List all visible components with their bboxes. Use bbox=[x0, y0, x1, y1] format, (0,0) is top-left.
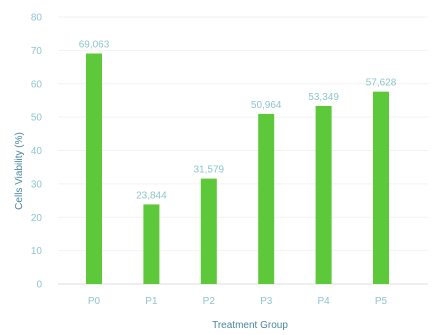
x-axis-title: Treatment Group bbox=[212, 320, 288, 331]
x-tick-label-p0: P0 bbox=[88, 296, 101, 307]
data-label-p2: 31,579 bbox=[194, 165, 225, 176]
bar-p1 bbox=[143, 204, 160, 284]
data-label-p4: 53,349 bbox=[308, 92, 339, 103]
y-tick-label: 50 bbox=[31, 113, 43, 124]
bar-p0 bbox=[86, 53, 102, 284]
data-label-p3: 50,964 bbox=[251, 100, 282, 111]
y-tick-label: 20 bbox=[31, 213, 43, 224]
bar-p5 bbox=[373, 91, 389, 284]
x-axis-ticks: P0 P1 P2 P3 P4 P5 bbox=[88, 296, 388, 307]
x-tick-label-p5: P5 bbox=[375, 296, 388, 307]
y-tick-label: 40 bbox=[31, 146, 43, 157]
x-tick-label-p4: P4 bbox=[317, 296, 330, 307]
y-tick-label: 60 bbox=[31, 79, 43, 90]
data-label-p0: 69,063 bbox=[79, 40, 110, 51]
data-label-p1: 23,844 bbox=[136, 190, 167, 201]
grid-lines bbox=[58, 16, 428, 285]
data-labels: 69,063 23,844 31,579 50,964 53,349 57,628 bbox=[79, 40, 397, 202]
y-tick-label: 80 bbox=[31, 13, 43, 24]
x-tick-label-p1: P1 bbox=[145, 296, 158, 307]
bar-p3 bbox=[258, 113, 275, 284]
bar-p4 bbox=[315, 105, 332, 284]
x-tick-label-p2: P2 bbox=[203, 296, 216, 307]
bars bbox=[86, 53, 389, 284]
x-tick-label-p3: P3 bbox=[260, 296, 273, 307]
y-tick-label: 70 bbox=[31, 46, 43, 57]
y-tick-label: 0 bbox=[36, 280, 42, 291]
y-tick-label: 30 bbox=[31, 179, 43, 190]
bar-p2 bbox=[200, 178, 217, 284]
y-axis-ticks: 0 10 20 30 40 50 60 70 80 bbox=[31, 13, 43, 291]
data-label-p5: 57,628 bbox=[366, 78, 397, 89]
y-axis-title: Cells Viability (%) bbox=[14, 132, 25, 210]
y-tick-label: 10 bbox=[31, 246, 43, 257]
